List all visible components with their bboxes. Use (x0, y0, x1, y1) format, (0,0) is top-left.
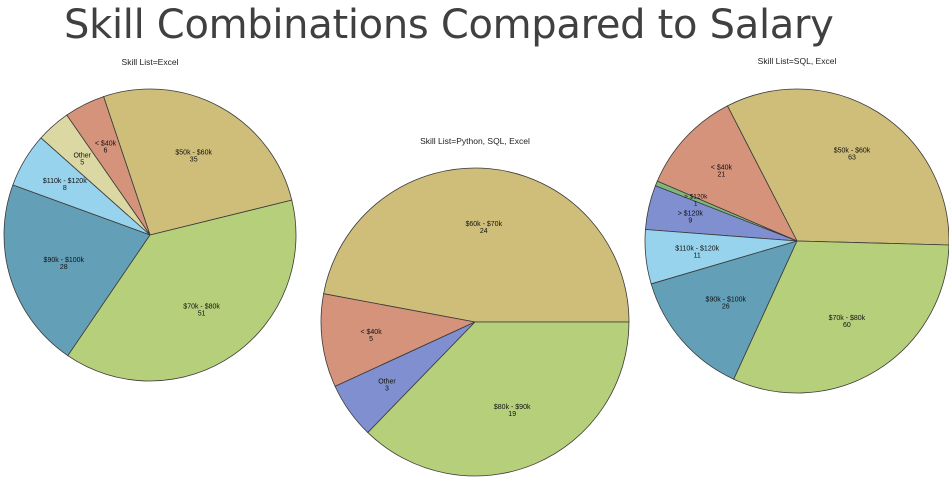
slice-value: 60 (843, 322, 851, 329)
pie-slice (367, 321, 630, 477)
slice-label: $50k - $60k (834, 148, 871, 155)
chart-title: Skill List=Excel (122, 57, 179, 67)
slice-label: $70k - $80k (183, 303, 220, 310)
slice-value: 51 (198, 310, 206, 317)
slice-label: $110k - $120k (43, 178, 87, 185)
pie-slice (656, 105, 798, 242)
slice-label: $60k - $70k (466, 221, 503, 228)
pie-slice (323, 167, 630, 323)
slice-value: 8 (63, 185, 67, 192)
chart-title: Skill List=Python, SQL, Excel (420, 136, 530, 146)
slice-label: $80k - $90k (494, 404, 531, 411)
slice-label: > $120k (678, 211, 704, 218)
slice-value: 11 (694, 253, 701, 260)
pie-slice (103, 88, 293, 236)
slice-value: 3 (385, 385, 389, 392)
pie-slice (733, 240, 949, 394)
slice-value: 63 (848, 155, 856, 162)
slice-label: Other (378, 378, 396, 385)
slice-label: $70k - $80k (829, 315, 866, 322)
slice-value: 24 (480, 228, 488, 235)
slice-label: $50k - $60k (175, 150, 212, 157)
pie-slice (320, 293, 477, 387)
pie-slice (3, 184, 151, 357)
slice-value: 21 (718, 172, 726, 179)
slice-label: $110k - $120k (675, 246, 719, 253)
slice-label: < $40k (360, 329, 382, 336)
pie-slice (650, 240, 798, 380)
slice-value: 28 (60, 264, 68, 271)
slice-value: 1 (694, 201, 698, 208)
slice-value: 35 (190, 157, 198, 164)
slice-value: 5 (80, 160, 84, 167)
slice-label: $90k - $100k (706, 297, 747, 304)
slice-label: > $120k (684, 194, 708, 201)
chart-title: Skill List=SQL, Excel (758, 56, 837, 66)
slice-value: 19 (508, 411, 516, 418)
slice-label: Other (73, 153, 91, 160)
slice-label: < $40k (95, 140, 117, 147)
pie-chart-2: Skill List=Python, SQL, Excel $60k - $70k… (320, 136, 630, 477)
slice-label: $90k - $100k (44, 257, 85, 264)
slice-value: 6 (104, 147, 108, 154)
pie-slice (67, 199, 297, 382)
slice-value: 9 (688, 218, 692, 225)
slice-value: 5 (369, 336, 373, 343)
slice-value: 26 (722, 304, 730, 311)
page-title: Skill Combinations Compared to Salary (64, 2, 834, 48)
pie-slice (726, 88, 949, 246)
slice-label: < $40k (711, 165, 733, 172)
